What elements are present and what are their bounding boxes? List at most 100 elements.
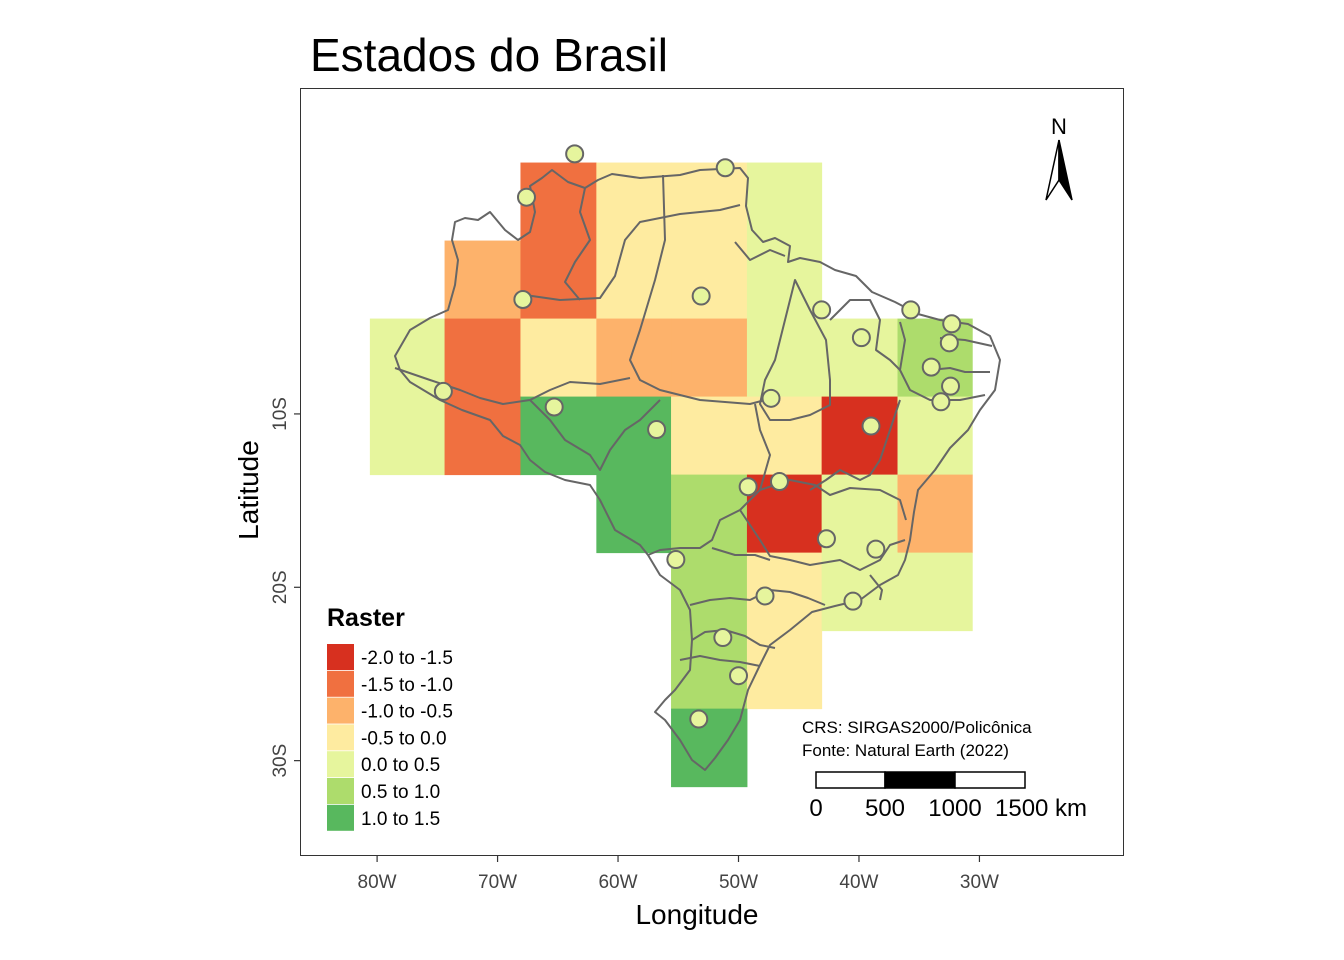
capital-point bbox=[513, 290, 533, 310]
legend-swatch bbox=[327, 804, 354, 831]
raster-cell bbox=[520, 318, 597, 398]
x-tick-label: 40W bbox=[839, 872, 878, 893]
capital-point bbox=[941, 376, 961, 396]
scale-bar: 0 500 1000 1500 km bbox=[809, 771, 1087, 822]
state-border bbox=[629, 174, 766, 405]
raster-cell bbox=[520, 240, 597, 320]
capital-point bbox=[713, 628, 733, 648]
raster-cell bbox=[671, 396, 748, 476]
capital-point bbox=[843, 591, 863, 611]
legend: Raster -2.0 to -1.5 -1.5 to -1.0 -1.0 to -… bbox=[327, 604, 453, 831]
raster-cell bbox=[596, 240, 672, 320]
y-axis: 10S 20S 30S Latitude bbox=[233, 397, 300, 778]
raster-cell bbox=[746, 162, 823, 242]
x-axis-title: Longitude bbox=[635, 899, 758, 930]
capital-point bbox=[738, 477, 758, 497]
annotation-box: CRS: SIRGAS2000/Policônica Fonte: Natura… bbox=[802, 718, 1032, 760]
raster-cell bbox=[671, 318, 748, 398]
raster-cell bbox=[369, 318, 446, 398]
state-border bbox=[759, 479, 907, 521]
raster-cell bbox=[897, 318, 973, 398]
x-tick-group: 80W 70W 60W 50W 40W 30W bbox=[358, 856, 999, 893]
capital-point bbox=[931, 392, 951, 412]
raster-cell bbox=[444, 396, 521, 476]
north-arrow: N bbox=[1045, 114, 1073, 201]
scale-label-0: 0 bbox=[809, 795, 822, 822]
map-panel bbox=[300, 88, 1124, 856]
capital-point bbox=[516, 187, 536, 207]
capital-points-layer bbox=[433, 144, 962, 729]
state-border bbox=[647, 403, 771, 556]
capital-point bbox=[939, 333, 959, 353]
legend-swatch bbox=[327, 778, 354, 804]
legend-label: -1.5 to -1.0 bbox=[361, 675, 453, 696]
raster-cell bbox=[821, 396, 899, 476]
raster-cell bbox=[746, 240, 823, 320]
capital-point bbox=[816, 529, 836, 549]
raster-cell bbox=[746, 318, 823, 398]
north-label: N bbox=[1051, 114, 1067, 139]
capital-point bbox=[851, 328, 871, 348]
raster-cell bbox=[369, 396, 446, 476]
raster-cell bbox=[897, 396, 973, 476]
y-tick-label: 10S bbox=[270, 397, 291, 431]
y-tick-label: 30S bbox=[270, 744, 291, 778]
capital-point bbox=[647, 420, 667, 440]
legend-label: 1.0 to 1.5 bbox=[361, 809, 440, 830]
capital-point bbox=[861, 416, 881, 436]
raster-cell bbox=[671, 708, 748, 788]
capital-point bbox=[921, 357, 941, 377]
state-border bbox=[564, 187, 591, 301]
source-note: Fonte: Natural Earth (2022) bbox=[802, 741, 1009, 760]
raster-cell bbox=[444, 318, 521, 398]
capital-point bbox=[666, 550, 686, 570]
capital-point bbox=[866, 539, 886, 559]
legend-items: -2.0 to -1.5 -1.5 to -1.0 -1.0 to -0.5 -0.5… bbox=[327, 644, 453, 831]
capital-point bbox=[755, 586, 775, 606]
y-tick-group: 10S 20S 30S bbox=[270, 397, 300, 778]
x-tick-label: 30W bbox=[960, 872, 999, 893]
north-arrow-right-icon bbox=[1058, 139, 1073, 201]
legend-label: -1.0 to -0.5 bbox=[361, 702, 453, 723]
capital-point bbox=[812, 300, 832, 320]
state-border bbox=[734, 241, 786, 261]
map-title: Estados do Brasil bbox=[310, 29, 668, 81]
y-axis-title: Latitude bbox=[233, 440, 264, 540]
raster-cell bbox=[671, 162, 748, 242]
state-border bbox=[809, 399, 901, 491]
x-tick-label: 70W bbox=[478, 872, 517, 893]
state-border bbox=[869, 574, 883, 601]
state-border bbox=[691, 629, 776, 649]
raster-cell bbox=[596, 318, 672, 398]
raster-cell bbox=[671, 474, 748, 554]
legend-label: 0.0 to 0.5 bbox=[361, 755, 440, 776]
capital-point bbox=[942, 314, 962, 334]
capital-point bbox=[901, 300, 921, 320]
capital-point bbox=[691, 286, 711, 306]
crs-note: CRS: SIRGAS2000/Policônica bbox=[802, 718, 1032, 737]
scale-label-500: 500 bbox=[865, 795, 905, 822]
state-border bbox=[711, 547, 771, 561]
raster-cell bbox=[897, 552, 973, 632]
x-tick-label: 80W bbox=[358, 872, 397, 893]
capital-point bbox=[689, 709, 709, 729]
scale-segment-3 bbox=[954, 771, 1026, 789]
raster-cell bbox=[596, 474, 672, 554]
state-border bbox=[529, 399, 661, 471]
scale-label-1000: 1000 bbox=[928, 795, 981, 822]
raster-cell bbox=[671, 240, 748, 320]
state-border bbox=[759, 279, 831, 421]
capital-point bbox=[729, 666, 749, 686]
state-border bbox=[524, 204, 741, 301]
legend-swatch bbox=[327, 644, 354, 670]
raster-cell bbox=[746, 396, 823, 476]
legend-swatch bbox=[327, 670, 354, 697]
raster-cell bbox=[671, 552, 748, 632]
legend-swatch bbox=[327, 724, 354, 751]
y-tick-label: 20S bbox=[270, 570, 291, 604]
state-border bbox=[899, 321, 986, 401]
legend-label: -0.5 to 0.0 bbox=[361, 728, 447, 749]
x-tick-label: 60W bbox=[598, 872, 637, 893]
capital-point bbox=[715, 158, 735, 178]
